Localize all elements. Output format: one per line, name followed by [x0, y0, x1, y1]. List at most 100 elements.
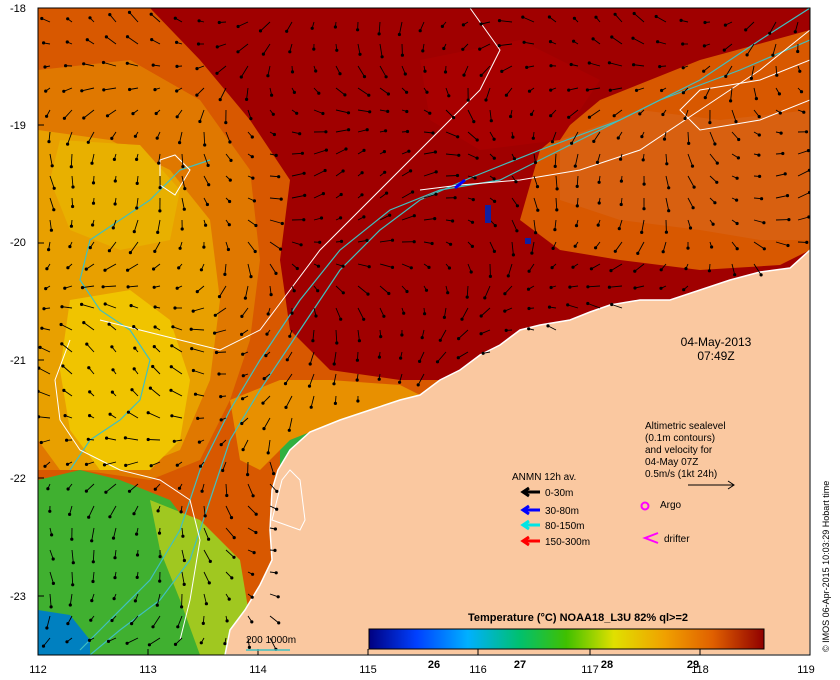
velocity-arrow-head — [84, 489, 88, 493]
velocity-arrow-head — [283, 382, 288, 386]
isobath-legend-label: 200 1000m — [246, 635, 296, 646]
velocity-arrow — [730, 87, 733, 101]
velocity-arrow-head — [113, 556, 117, 560]
velocity-arrow — [731, 109, 737, 122]
velocity-arrow-head — [175, 463, 179, 467]
velocity-arrow-head — [270, 93, 274, 97]
velocity-arrow — [224, 263, 227, 275]
velocity-arrow-head — [151, 625, 155, 629]
time-label: 07:49Z — [697, 349, 734, 363]
velocity-arrow — [589, 109, 601, 118]
velocity-arrow-head — [154, 111, 158, 116]
velocity-arrow-head — [50, 164, 54, 168]
velocity-arrow-head — [111, 368, 115, 372]
velocity-arrow-head — [715, 180, 719, 184]
velocity-arrow-head — [497, 19, 502, 23]
velocity-arrow-head — [692, 185, 696, 189]
velocity-arrow-head — [43, 65, 47, 69]
velocity-arrow-head — [39, 440, 43, 445]
velocity-arrow-head — [619, 202, 623, 207]
velocity-arrow-head — [272, 132, 276, 137]
velocity-arrow-head — [440, 24, 444, 28]
velocity-arrow-head — [152, 285, 156, 289]
mooring-arrow-blue — [454, 178, 466, 190]
velocity-arrow-head — [631, 36, 635, 40]
velocity-arrow-head — [172, 439, 176, 443]
velocity-arrow — [458, 351, 469, 359]
velocity-arrow-head — [735, 176, 739, 180]
velocity-arrow-head — [617, 227, 621, 231]
velocity-arrow-head — [535, 185, 540, 189]
velocity-arrow — [203, 131, 206, 146]
velocity-arrow-head — [737, 137, 741, 142]
velocity-arrow — [335, 109, 349, 114]
velocity-arrow-head — [232, 555, 236, 559]
velocity-arrow-head — [288, 334, 292, 338]
velocity-arrow-head — [274, 153, 278, 157]
velocity-arrow — [130, 241, 139, 253]
velocity-arrow — [241, 307, 249, 317]
velocity-arrow — [288, 417, 293, 431]
velocity-arrow — [128, 411, 139, 419]
velocity-arrow — [797, 150, 809, 155]
legend-label: 30-80m — [545, 506, 579, 517]
velocity-arrow-head — [757, 153, 761, 157]
velocity-arrow-head — [175, 40, 179, 45]
velocity-arrow — [247, 241, 256, 252]
velocity-arrow-head — [269, 293, 273, 297]
velocity-arrow-head — [479, 332, 483, 336]
velocity-arrow-head — [148, 386, 152, 390]
velocity-arrow — [335, 329, 338, 344]
velocity-arrow — [103, 62, 117, 67]
velocity-arrow-head — [205, 202, 209, 207]
velocity-arrow-head — [241, 397, 245, 401]
velocity-arrow-head — [460, 317, 464, 321]
velocity-arrow-head — [341, 291, 345, 295]
velocity-arrow-head — [683, 116, 687, 121]
lat-tick-label: -19 — [10, 120, 26, 132]
velocity-arrow-head — [757, 115, 761, 119]
velocity-arrow — [775, 241, 789, 246]
velocity-arrow — [641, 219, 645, 233]
velocity-arrow-head — [616, 136, 620, 140]
velocity-arrow-head — [170, 414, 174, 418]
velocity-arrow-head — [686, 246, 690, 250]
velocity-arrow-head — [309, 405, 313, 409]
velocity-arrow — [797, 216, 810, 221]
velocity-arrow-head — [574, 224, 579, 228]
velocity-arrow-head — [367, 93, 371, 97]
velocity-arrow-head — [573, 244, 577, 248]
sealevel-note-line: 0.5m/s (1kt 24h) — [645, 469, 717, 480]
velocity-arrow-head — [457, 153, 461, 157]
velocity-arrow-head — [127, 489, 132, 493]
velocity-arrow-head — [470, 244, 474, 248]
velocity-arrow — [216, 65, 227, 74]
velocity-arrow — [181, 571, 185, 585]
velocity-arrow-head — [667, 186, 671, 190]
scale-arrow-head — [727, 480, 735, 490]
velocity-arrow-head — [157, 531, 162, 535]
velocity-arrow-head — [228, 140, 232, 144]
velocity-arrow-head — [423, 312, 427, 316]
velocity-arrow-head — [173, 306, 177, 310]
colorbar-title: Temperature (°C) NOAA18_L3U 82% ql>=2 — [468, 612, 688, 624]
legend-arrow-150-300m — [520, 535, 540, 547]
velocity-arrow-head — [151, 364, 155, 369]
velocity-arrow-head — [69, 165, 73, 169]
velocity-arrow-head — [225, 493, 229, 498]
velocity-arrow-head — [549, 88, 553, 92]
land-australia — [224, 248, 810, 655]
velocity-arrow-head — [591, 37, 595, 41]
velocity-arrow — [269, 241, 281, 250]
velocity-arrow-head — [189, 327, 193, 331]
velocity-arrow-head — [710, 245, 714, 249]
velocity-arrow-head — [241, 352, 245, 356]
velocity-arrow — [504, 285, 513, 295]
sst-midwarm — [230, 380, 430, 470]
velocity-arrow — [107, 109, 117, 117]
velocity-arrow-head — [749, 76, 754, 80]
velocity-arrow-head — [196, 42, 201, 46]
velocity-arrow-head — [224, 121, 228, 125]
velocity-arrow — [511, 241, 514, 255]
velocity-arrow-head — [240, 421, 244, 426]
